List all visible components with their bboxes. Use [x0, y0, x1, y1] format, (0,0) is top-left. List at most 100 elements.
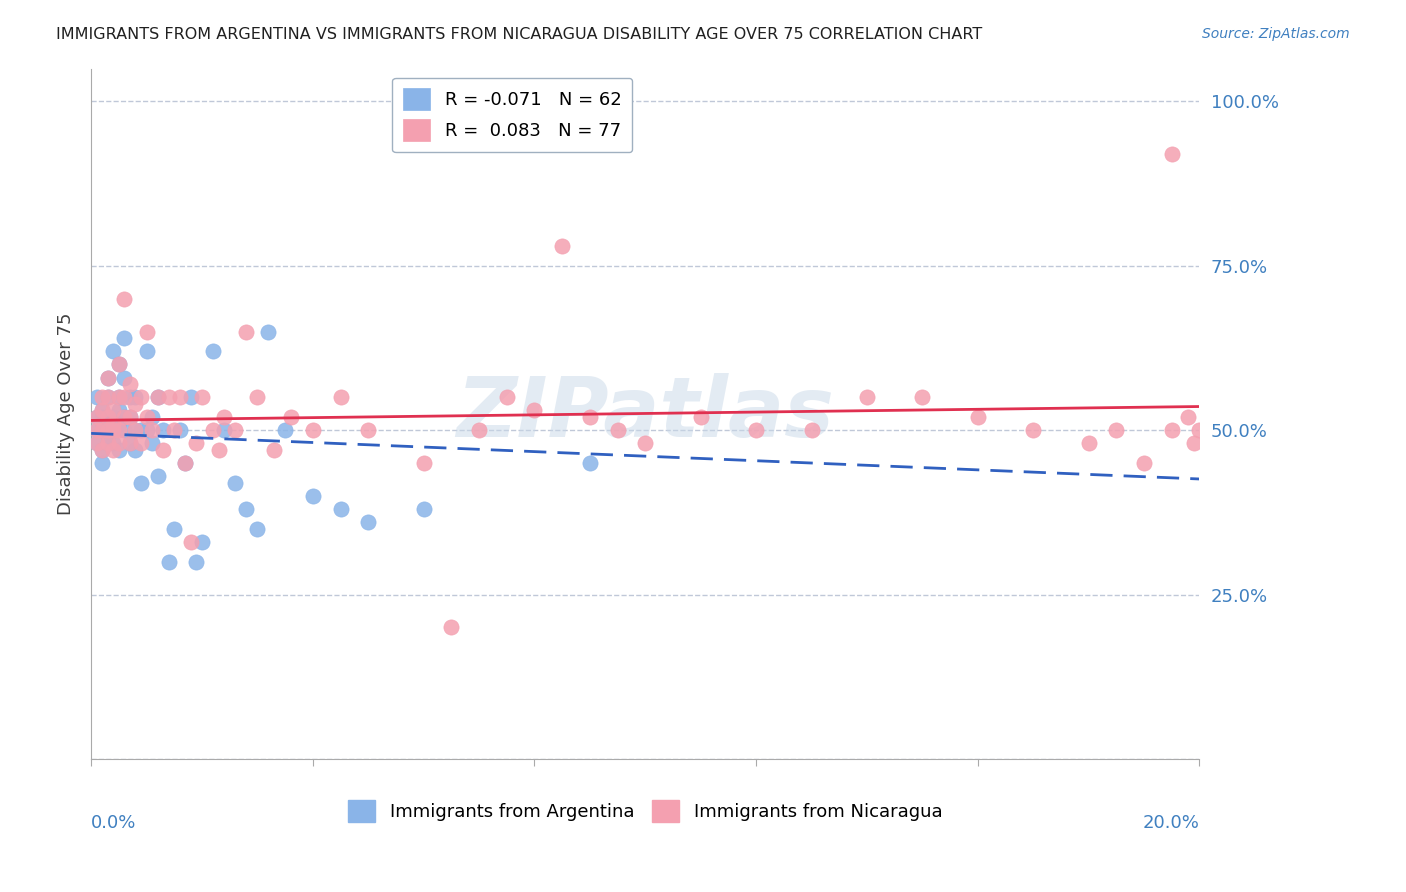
Point — [146, 390, 169, 404]
Point — [1133, 456, 1156, 470]
Point — [97, 430, 120, 444]
Point — [112, 410, 135, 425]
Text: 0.0%: 0.0% — [91, 814, 136, 832]
Point — [129, 475, 152, 490]
Point — [103, 410, 125, 425]
Point — [118, 436, 141, 450]
Text: IMMIGRANTS FROM ARGENTINA VS IMMIGRANTS FROM NICARAGUA DISABILITY AGE OVER 75 CO: IMMIGRANTS FROM ARGENTINA VS IMMIGRANTS … — [56, 27, 983, 42]
Point — [329, 502, 352, 516]
Point — [91, 403, 114, 417]
Point — [235, 325, 257, 339]
Point — [606, 423, 628, 437]
Point — [97, 436, 120, 450]
Point — [97, 436, 120, 450]
Point — [212, 410, 235, 425]
Point — [112, 331, 135, 345]
Point — [141, 423, 163, 437]
Point — [108, 358, 131, 372]
Point — [579, 410, 602, 425]
Point — [124, 397, 146, 411]
Point — [152, 423, 174, 437]
Point — [91, 442, 114, 457]
Point — [91, 423, 114, 437]
Point — [180, 390, 202, 404]
Point — [634, 436, 657, 450]
Point — [280, 410, 302, 425]
Point — [966, 410, 988, 425]
Point — [357, 516, 380, 530]
Point — [103, 417, 125, 431]
Point — [152, 442, 174, 457]
Point — [108, 423, 131, 437]
Point — [129, 436, 152, 450]
Point — [91, 403, 114, 417]
Point — [301, 423, 323, 437]
Point — [91, 410, 114, 425]
Point — [91, 390, 114, 404]
Point — [124, 390, 146, 404]
Point — [745, 423, 768, 437]
Point — [551, 239, 574, 253]
Point — [129, 423, 152, 437]
Point — [1105, 423, 1128, 437]
Point — [124, 442, 146, 457]
Point — [103, 403, 125, 417]
Point — [212, 423, 235, 437]
Point — [157, 390, 180, 404]
Point — [112, 292, 135, 306]
Legend: Immigrants from Argentina, Immigrants from Nicaragua: Immigrants from Argentina, Immigrants fr… — [337, 789, 953, 833]
Point — [97, 410, 120, 425]
Point — [141, 436, 163, 450]
Point — [174, 456, 197, 470]
Point — [357, 423, 380, 437]
Point — [118, 377, 141, 392]
Point — [91, 423, 114, 437]
Point — [274, 423, 297, 437]
Point — [103, 344, 125, 359]
Point — [97, 370, 120, 384]
Point — [523, 403, 546, 417]
Text: 20.0%: 20.0% — [1143, 814, 1199, 832]
Point — [163, 522, 186, 536]
Point — [103, 442, 125, 457]
Point — [118, 436, 141, 450]
Point — [103, 423, 125, 437]
Point — [412, 456, 434, 470]
Point — [146, 469, 169, 483]
Point — [124, 423, 146, 437]
Point — [91, 456, 114, 470]
Point — [1160, 423, 1182, 437]
Point — [468, 423, 491, 437]
Point — [800, 423, 823, 437]
Point — [97, 423, 120, 437]
Point — [1022, 423, 1045, 437]
Point — [86, 423, 108, 437]
Point — [689, 410, 711, 425]
Point — [224, 423, 246, 437]
Point — [202, 344, 225, 359]
Point — [86, 410, 108, 425]
Point — [224, 475, 246, 490]
Point — [141, 410, 163, 425]
Point — [135, 325, 157, 339]
Point — [246, 522, 269, 536]
Point — [103, 436, 125, 450]
Point — [108, 390, 131, 404]
Point — [135, 344, 157, 359]
Point — [124, 423, 146, 437]
Text: ZIPatlas: ZIPatlas — [457, 373, 834, 454]
Point — [86, 423, 108, 437]
Point — [191, 535, 214, 549]
Text: Source: ZipAtlas.com: Source: ZipAtlas.com — [1202, 27, 1350, 41]
Point — [329, 390, 352, 404]
Point — [301, 489, 323, 503]
Point — [911, 390, 934, 404]
Point — [440, 620, 463, 634]
Point — [146, 390, 169, 404]
Point — [186, 555, 208, 569]
Point — [169, 423, 191, 437]
Point — [103, 423, 125, 437]
Point — [135, 410, 157, 425]
Point — [118, 410, 141, 425]
Point — [86, 436, 108, 450]
